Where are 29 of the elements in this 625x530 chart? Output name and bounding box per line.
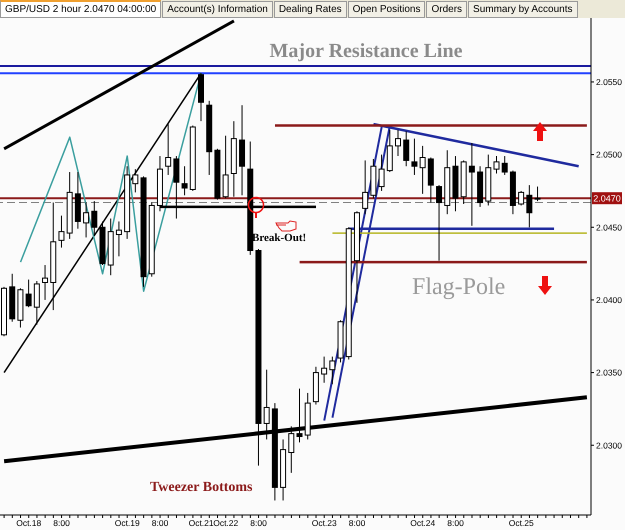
- y-tick-label: 2.0350: [596, 368, 622, 378]
- annotation: Tweezer Bottoms: [150, 480, 252, 496]
- y-tick-label: 2.0500: [596, 150, 622, 160]
- ref-line-label: 2.0470: [593, 194, 621, 204]
- annotation: Break-Out!: [252, 232, 306, 244]
- annotation: Major Resistance Line: [270, 40, 462, 63]
- y-tick-label: 2.0400: [596, 294, 622, 305]
- y-tick-label: 2.0550: [596, 76, 622, 87]
- text: Open Positions: [348, 1, 426, 18]
- x-tick-label: Oct.22: [213, 518, 239, 528]
- text: Account(s) Information: [162, 1, 273, 18]
- chart-title: GBP/USD 2 hour 2.0470 04:00:00: [0, 0, 162, 18]
- text: Summary by Accounts: [468, 1, 578, 18]
- x-tick-label: Oct.25: [508, 518, 534, 528]
- x-tick-label: Oct.24: [410, 518, 436, 528]
- y-tick-label: 2.0450: [596, 222, 622, 232]
- x-tick-label: 8:00: [53, 518, 70, 528]
- x-tick-label: 8:00: [348, 518, 366, 528]
- x-tick-label: 8:00: [447, 518, 464, 528]
- annotation: Flag-Pole: [412, 274, 506, 301]
- x-tick-label: Oct.18: [16, 518, 42, 528]
- x-tick-label: 8:00: [250, 518, 268, 528]
- text: Dealing Rates: [274, 1, 347, 18]
- x-tick-label: Oct.21: [188, 518, 214, 528]
- x-tick-label: Oct.19: [114, 518, 140, 528]
- text: Orders: [426, 1, 468, 18]
- x-tick-label: Oct.23: [312, 518, 338, 528]
- y-tick-label: 2.0300: [596, 440, 622, 450]
- x-tick-label: 8:00: [152, 518, 169, 528]
